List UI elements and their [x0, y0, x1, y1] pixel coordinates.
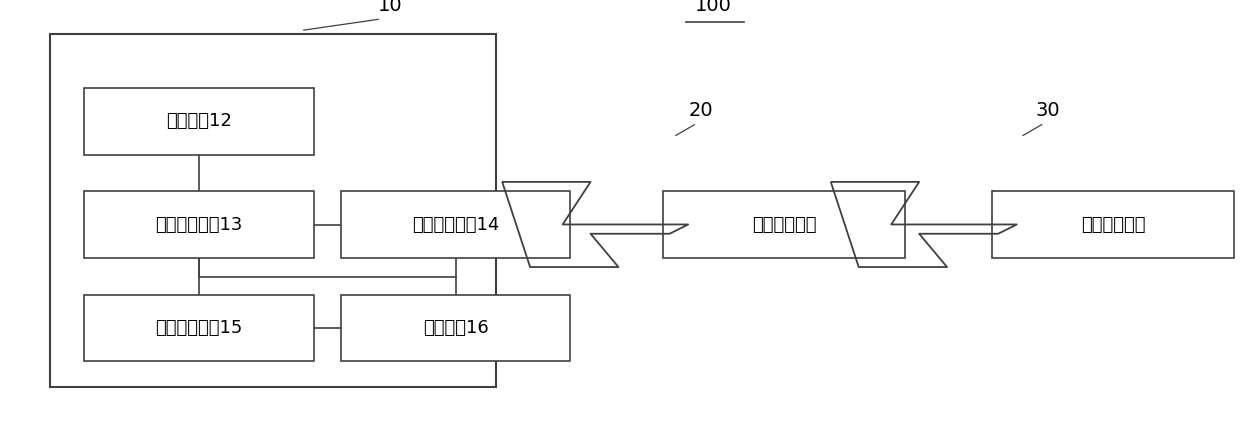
Text: 移动监控终端: 移动监控终端	[751, 216, 817, 233]
Bar	[341, 191, 570, 258]
Bar	[50, 34, 496, 387]
Text: 20: 20	[688, 101, 713, 120]
Bar	[84, 295, 314, 361]
Text: 电源模坈16: 电源模坈16	[423, 319, 489, 337]
Text: 100: 100	[694, 0, 732, 15]
Text: 数据处理芯片13: 数据处理芯片13	[155, 216, 243, 233]
Text: 蓝牙通信模坈14: 蓝牙通信模坈14	[412, 216, 500, 233]
Text: 温度指示模坈15: 温度指示模坈15	[155, 319, 243, 337]
Bar	[663, 191, 905, 258]
Bar	[992, 191, 1234, 258]
Bar	[84, 88, 314, 155]
Bar	[84, 191, 314, 258]
Text: 感温探头12: 感温探头12	[166, 113, 232, 130]
Bar	[341, 295, 570, 361]
Text: 10: 10	[378, 0, 403, 15]
Text: 30: 30	[1035, 101, 1060, 120]
Text: 后台控制终端: 后台控制终端	[1080, 216, 1146, 233]
